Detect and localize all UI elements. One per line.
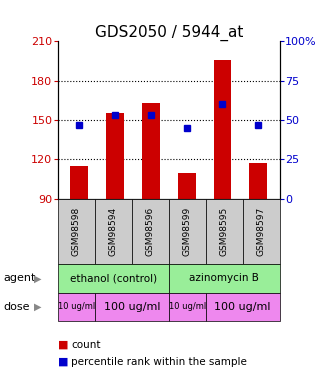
- Bar: [58, 199, 95, 264]
- Text: GSM98597: GSM98597: [257, 207, 266, 256]
- Bar: [132, 199, 169, 264]
- Text: 10 ug/ml: 10 ug/ml: [169, 302, 206, 311]
- Text: azinomycin B: azinomycin B: [189, 273, 259, 284]
- Bar: [71, 166, 88, 199]
- Text: GSM98594: GSM98594: [109, 207, 118, 256]
- Text: GSM98598: GSM98598: [72, 207, 81, 256]
- Text: ethanol (control): ethanol (control): [70, 273, 157, 284]
- Bar: [95, 199, 132, 264]
- Bar: [243, 199, 280, 264]
- Text: 100 ug/ml: 100 ug/ml: [104, 302, 160, 312]
- Bar: [95, 292, 169, 321]
- Text: 100 ug/ml: 100 ug/ml: [214, 302, 271, 312]
- Text: percentile rank within the sample: percentile rank within the sample: [71, 357, 247, 367]
- Text: count: count: [71, 340, 101, 350]
- Bar: [178, 172, 196, 199]
- Text: ▶: ▶: [34, 273, 42, 284]
- Bar: [58, 292, 95, 321]
- Text: dose: dose: [3, 302, 30, 312]
- Bar: [58, 264, 169, 292]
- Text: ■: ■: [58, 357, 69, 367]
- Bar: [169, 292, 206, 321]
- Title: GDS2050 / 5944_at: GDS2050 / 5944_at: [95, 25, 243, 41]
- Bar: [206, 292, 280, 321]
- Bar: [213, 60, 231, 199]
- Text: GSM98599: GSM98599: [183, 207, 192, 256]
- Text: ■: ■: [58, 340, 69, 350]
- Text: ▶: ▶: [34, 302, 42, 312]
- Text: 10 ug/ml: 10 ug/ml: [58, 302, 95, 311]
- Bar: [169, 199, 206, 264]
- Bar: [169, 264, 280, 292]
- Bar: [106, 113, 124, 199]
- Bar: [249, 164, 267, 199]
- Bar: [142, 103, 160, 199]
- Text: agent: agent: [3, 273, 36, 284]
- Text: GSM98596: GSM98596: [146, 207, 155, 256]
- Bar: [206, 199, 243, 264]
- Text: GSM98595: GSM98595: [220, 207, 229, 256]
